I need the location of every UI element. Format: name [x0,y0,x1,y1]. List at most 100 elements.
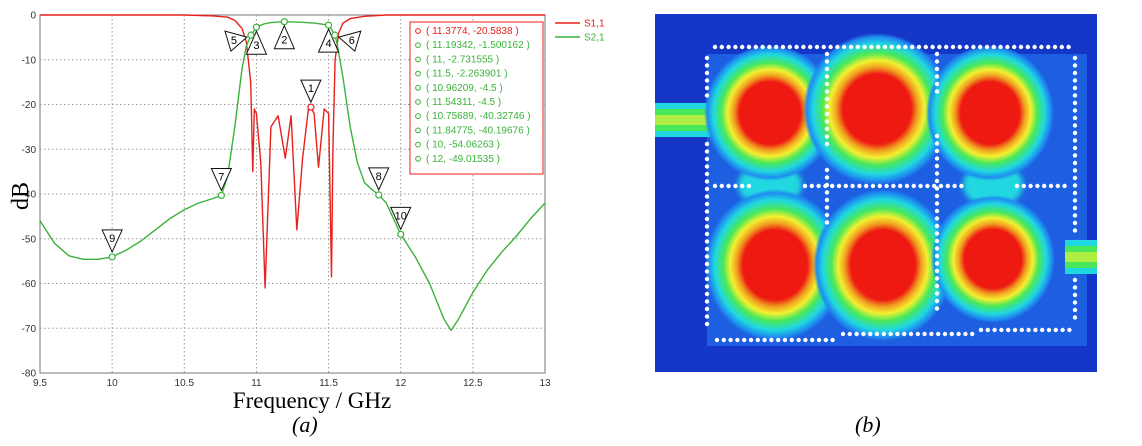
via-hole [808,44,813,50]
via-hole [1072,100,1078,106]
marker-table-row: ( 10.96209, -4.5 ) [415,83,503,94]
via-hole [864,183,869,189]
lobe-top-middle [803,33,951,185]
via-hole [726,44,731,50]
via-hole [934,261,940,266]
via-hole [1072,130,1078,136]
via-hole [923,44,928,50]
via-hole [925,183,930,189]
via-hole [824,220,830,225]
marker-point [324,21,333,29]
marker-table-entry: ( 10.96209, -4.5 ) [426,83,503,94]
via-hole [904,183,910,189]
via-hole [1072,205,1078,211]
via-hole [824,51,830,57]
via-hole [842,44,847,50]
marker-point [397,230,405,238]
via-hole [1035,183,1040,189]
via-hole [934,276,940,281]
via-hole [704,70,710,76]
via-hole [1046,327,1052,333]
via-hole [712,44,718,50]
via-hole [704,299,710,304]
x-tick-label: 10.5 [175,378,195,389]
via-hole [999,327,1004,333]
marker-table-symbol [415,28,421,34]
via-hole [942,331,948,337]
marker-8: 8 [367,167,390,199]
via-hole [810,337,815,343]
via-hole [1072,292,1078,298]
marker-table-row: ( 11.5, -2.263901 ) [415,69,508,80]
x-tick-label: 12 [395,378,407,389]
via-hole [704,276,710,282]
via-hole [824,167,830,173]
via-hole [704,186,710,192]
via-holes [704,44,1078,343]
lobe-top-right [926,45,1054,181]
via-hole [824,59,830,64]
marker-label: 4 [326,38,332,50]
via-hole [1012,327,1018,333]
s-parameter-chart: 9.5 10 10.5 11 11.5 12 12.5 13 0-10-20-30-40-50… [8,10,606,413]
via-hole [767,44,772,50]
via-hole [945,183,950,189]
via-hole [704,254,710,259]
via-hole [934,291,940,296]
marker-table-symbol [415,84,421,91]
via-hole [835,44,840,50]
via-hole [1018,44,1024,50]
marker-table-symbol [415,155,421,162]
via-hole [932,183,937,189]
via-hole [704,321,710,327]
via-hole [719,183,724,189]
via-hole [1072,220,1078,226]
via-hole [934,238,940,244]
via-hole [1033,327,1038,333]
marker-flag [210,167,233,192]
via-hole [1052,44,1058,50]
via-hole [704,201,710,207]
via-hole [1032,44,1037,50]
via-hole [934,156,940,161]
via-hole [801,44,806,50]
field-distribution-plot [655,14,1097,372]
via-hole [998,44,1003,50]
marker-table-entry: ( 11.84775, -40.19676 ) [426,125,530,136]
marker-table-entry: ( 11, -2.731555 ) [426,54,499,65]
via-hole [704,224,710,229]
via-hole [821,44,826,50]
via-hole [726,183,731,189]
marker-label: 2 [281,35,287,47]
marker-table-entry: ( 10, -54.06263 ) [426,140,500,151]
marker-point [307,103,315,111]
marker-label: 1 [308,83,314,95]
via-hole [891,183,896,189]
via-hole [823,183,828,189]
via-hole [704,164,710,169]
marker-table-entry: ( 11.5, -2.263901 ) [426,69,508,80]
via-hole [704,306,710,312]
via-hole [992,327,997,333]
via-hole [824,81,830,87]
via-hole [787,44,792,50]
via-hole [802,183,808,189]
marker-flag [101,229,123,254]
via-hole [830,337,835,343]
via-hole [814,44,820,50]
via-hole [895,331,900,337]
via-hole [824,119,830,124]
via-hole [861,331,866,337]
marker-table-row: ( 11.19342, -1.500162 ) [415,40,530,51]
y-tick-label: -50 [22,234,37,245]
marker-7: 7 [210,167,233,200]
via-hole [934,231,940,236]
via-hole [956,331,961,337]
lobe-bottom-right [931,195,1055,323]
via-hole [824,175,830,180]
marker-point [280,18,288,26]
via-hole [1072,285,1078,290]
lobe-bottom-middle [813,189,953,341]
via-hole [964,44,969,50]
via-hole [898,183,903,189]
